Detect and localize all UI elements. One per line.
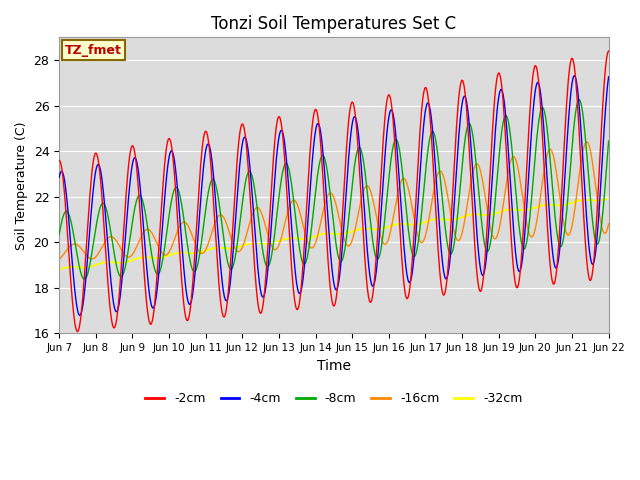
Legend: -2cm, -4cm, -8cm, -16cm, -32cm: -2cm, -4cm, -8cm, -16cm, -32cm	[140, 387, 527, 410]
Y-axis label: Soil Temperature (C): Soil Temperature (C)	[15, 121, 28, 250]
X-axis label: Time: Time	[317, 359, 351, 372]
Text: TZ_fmet: TZ_fmet	[65, 44, 122, 57]
Title: Tonzi Soil Temperatures Set C: Tonzi Soil Temperatures Set C	[211, 15, 456, 33]
